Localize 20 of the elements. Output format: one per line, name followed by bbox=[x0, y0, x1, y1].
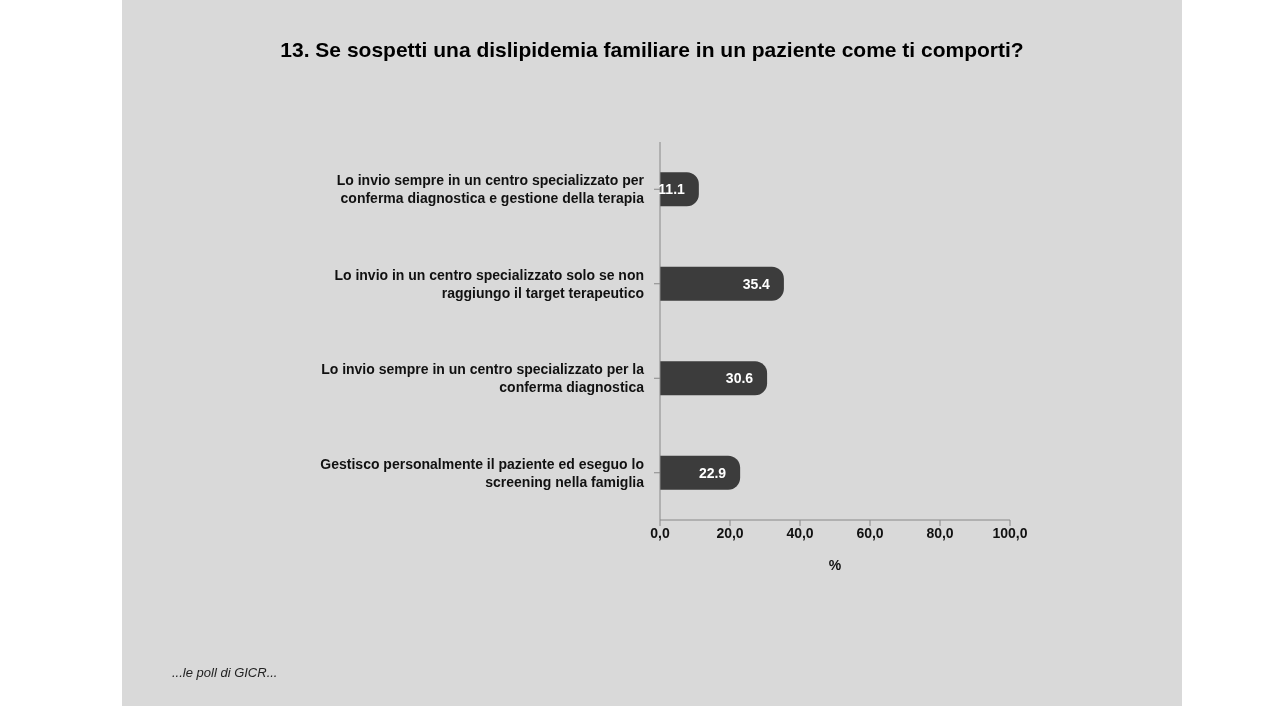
x-tick-label: 60,0 bbox=[856, 524, 884, 541]
data-label: 11.1 bbox=[658, 181, 686, 198]
text: ...le poll di GICR... bbox=[172, 665, 278, 680]
x-tick-label: 40,0 bbox=[786, 524, 814, 541]
x-tick-label: 80,0 bbox=[926, 524, 954, 541]
y-tick-label: Lo invio in un centro specializzato solo se non raggiungo il target terapeutico bbox=[334, 266, 644, 301]
bar bbox=[660, 455, 741, 490]
y-tick-label: Gestisco personalmente il paziente ed eseguo lo screening nella famiglia bbox=[320, 455, 645, 490]
bar bbox=[660, 266, 784, 301]
data-label: 35.4 bbox=[742, 275, 771, 292]
data-label: 30.6 bbox=[725, 370, 754, 387]
bar bbox=[660, 361, 768, 396]
x-tick-label: 20,0 bbox=[716, 524, 744, 541]
x-axis-title: % bbox=[828, 557, 842, 573]
data-label: 22.9 bbox=[698, 464, 727, 481]
x-tick-label: 0,0 bbox=[650, 524, 670, 541]
x-tick-label: 100,0 bbox=[992, 524, 1028, 541]
y-tick-label: Lo invio sempre in un centro specializzato per conferma diagnostica e gestione della terapia bbox=[336, 172, 645, 207]
y-tick-label: Lo invio sempre in un centro specializzato per la conferma diagnostica bbox=[321, 361, 645, 396]
chart-title: 13. Se sospetti una dislipidemia familiare in un paziente come ti comporti? bbox=[279, 38, 1025, 62]
